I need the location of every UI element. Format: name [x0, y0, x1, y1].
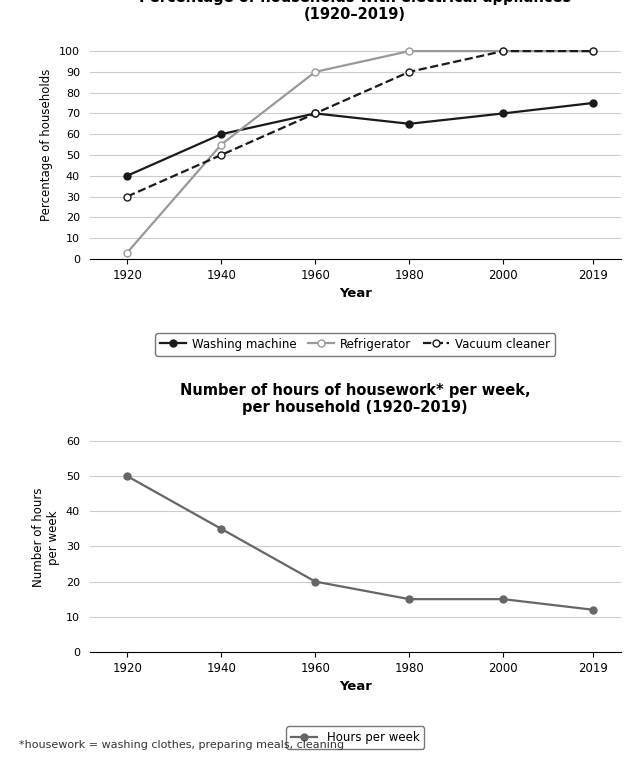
X-axis label: Year: Year [339, 680, 372, 693]
Y-axis label: Number of hours
per week: Number of hours per week [32, 488, 60, 587]
Text: *housework = washing clothes, preparing meals, cleaning: *housework = washing clothes, preparing … [19, 741, 344, 750]
X-axis label: Year: Year [339, 287, 372, 300]
Title: Number of hours of housework* per week,
per household (1920–2019): Number of hours of housework* per week, … [180, 383, 531, 415]
Legend: Hours per week: Hours per week [286, 726, 424, 749]
Title: Percentage of households with electrical appliances
(1920–2019): Percentage of households with electrical… [139, 0, 572, 22]
Legend: Washing machine, Refrigerator, Vacuum cleaner: Washing machine, Refrigerator, Vacuum cl… [156, 334, 555, 356]
Y-axis label: Percentage of households: Percentage of households [40, 68, 53, 221]
